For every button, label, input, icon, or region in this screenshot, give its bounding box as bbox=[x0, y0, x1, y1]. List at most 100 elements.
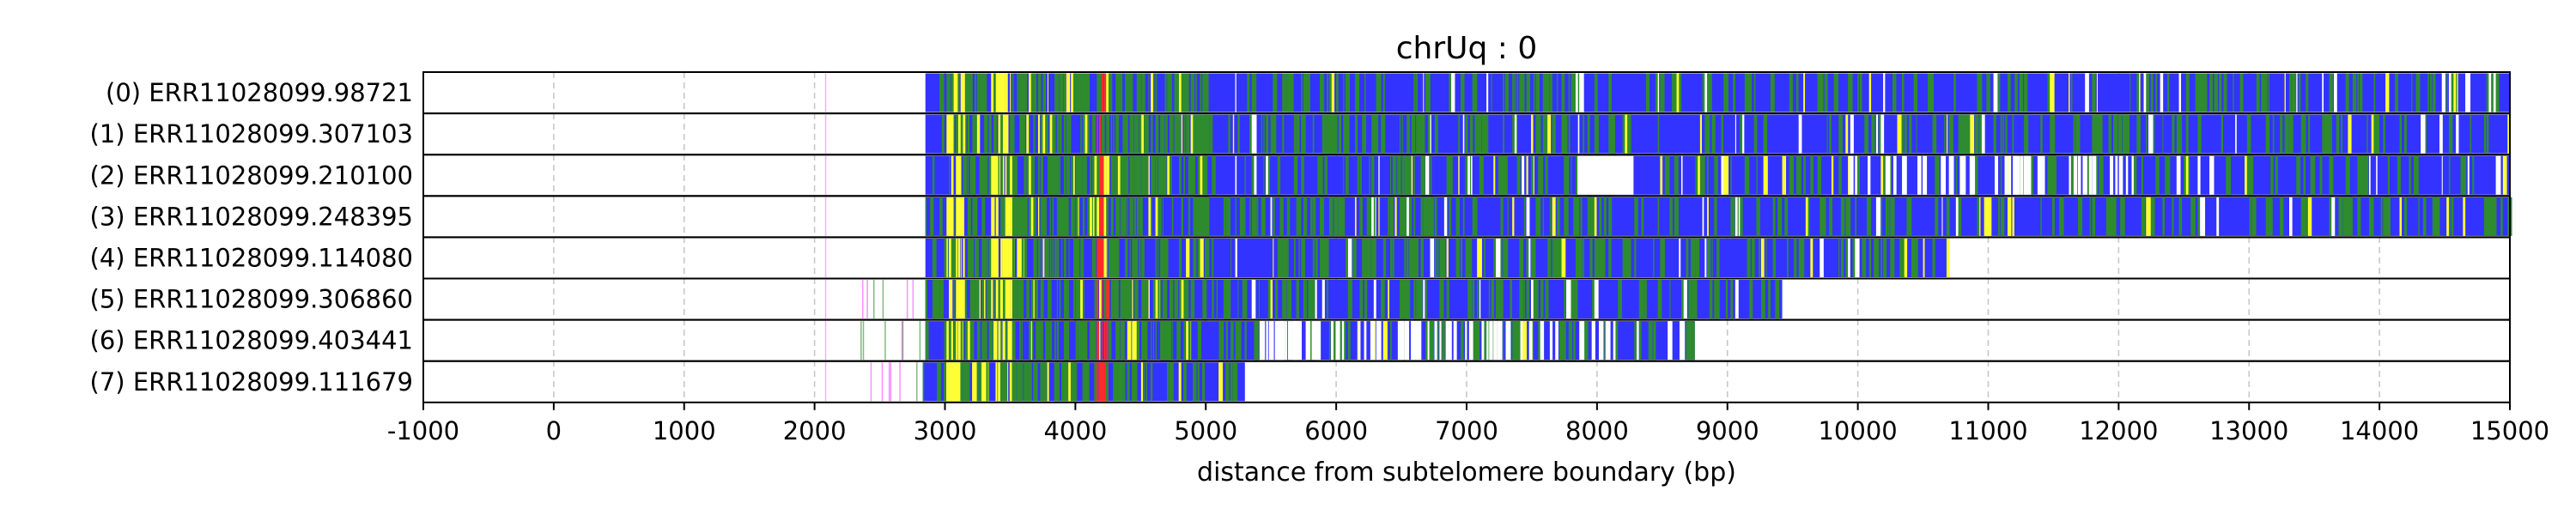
x-tick-label: 1000 bbox=[653, 416, 716, 445]
read-mark bbox=[1321, 280, 1325, 319]
read-mark bbox=[1190, 73, 1195, 112]
read-mark bbox=[1522, 73, 1525, 112]
read-mark bbox=[1056, 114, 1060, 154]
read-mark bbox=[1030, 197, 1034, 236]
read-mark bbox=[1824, 73, 1828, 112]
read-mark bbox=[953, 238, 957, 277]
read-mark bbox=[1170, 114, 1174, 154]
read-mark bbox=[998, 155, 999, 195]
read-mark bbox=[1674, 197, 1679, 236]
read-mark bbox=[2153, 197, 2154, 236]
read-mark bbox=[1394, 197, 1397, 236]
read-mark bbox=[1568, 114, 1571, 154]
read-mark bbox=[1594, 280, 1599, 319]
read-mark bbox=[1072, 362, 1076, 402]
read-mark bbox=[1711, 114, 1716, 154]
read-mark bbox=[2040, 197, 2042, 236]
read-mark bbox=[2357, 197, 2361, 236]
read-gap bbox=[1923, 155, 1926, 195]
read-mark bbox=[1117, 321, 1121, 360]
read-mark bbox=[1373, 280, 1376, 319]
read-mark bbox=[1573, 197, 1577, 236]
read-track bbox=[824, 362, 1245, 402]
read-mark bbox=[1282, 73, 1287, 112]
read-gap bbox=[1280, 321, 1285, 360]
read-mark bbox=[1096, 362, 1099, 402]
read-mark bbox=[1082, 73, 1087, 112]
read-mark bbox=[1082, 155, 1087, 195]
read-mark bbox=[2153, 114, 2155, 154]
read-mark bbox=[1075, 73, 1078, 112]
read-mark bbox=[1838, 155, 1842, 195]
read-mark bbox=[1115, 321, 1120, 360]
read-mark bbox=[1401, 197, 1407, 236]
read-mark bbox=[1117, 362, 1123, 402]
read-mark bbox=[1014, 362, 1017, 402]
read-mark bbox=[1423, 280, 1425, 319]
read-mark bbox=[1401, 114, 1403, 154]
read-mark bbox=[984, 238, 987, 277]
read-mark bbox=[1005, 73, 1008, 112]
read-mark bbox=[1465, 114, 1468, 154]
read-mark bbox=[1002, 238, 1006, 277]
read-mark bbox=[1148, 155, 1150, 195]
read-mark bbox=[1641, 197, 1644, 236]
read-mark bbox=[2502, 155, 2507, 195]
read-mark bbox=[1498, 280, 1504, 319]
read-mark bbox=[1075, 362, 1078, 402]
read-gap bbox=[1679, 321, 1682, 360]
read-mark bbox=[2448, 114, 2453, 154]
read-mark bbox=[2087, 155, 2090, 195]
read-mark bbox=[1129, 238, 1131, 277]
read-mark bbox=[2070, 73, 2073, 112]
read-mark bbox=[2214, 73, 2219, 112]
read-mark bbox=[1000, 73, 1005, 112]
read-mark bbox=[1868, 238, 1871, 277]
x-tick-label: 9000 bbox=[1696, 416, 1759, 445]
read-mark bbox=[1000, 197, 1005, 236]
read-mark bbox=[925, 197, 927, 236]
read-mark bbox=[1455, 197, 1460, 236]
read-mark bbox=[1054, 155, 1060, 195]
read-mark bbox=[1110, 155, 1115, 195]
read-mark bbox=[2326, 114, 2330, 154]
x-tick-label: 12000 bbox=[2079, 416, 2158, 445]
read-mark bbox=[1789, 73, 1793, 112]
read-mark bbox=[1037, 73, 1042, 112]
read-mark bbox=[1787, 238, 1789, 277]
read-mark bbox=[1390, 321, 1392, 360]
read-mark bbox=[1474, 321, 1480, 360]
read-gap bbox=[2020, 155, 2024, 195]
read-mark bbox=[1327, 73, 1328, 112]
read-mark bbox=[1526, 238, 1530, 277]
read-mark bbox=[1540, 280, 1544, 319]
read-mark bbox=[2178, 197, 2183, 236]
read-mark bbox=[1099, 197, 1103, 236]
read-mark bbox=[824, 197, 827, 236]
read-span bbox=[925, 280, 1783, 319]
read-mark bbox=[1573, 280, 1578, 319]
x-axis-label: distance from subtelomere boundary (bp) bbox=[1197, 457, 1736, 488]
read-mark bbox=[1136, 321, 1140, 360]
read-mark bbox=[939, 280, 944, 319]
read-mark bbox=[1303, 280, 1306, 319]
read-mark bbox=[951, 155, 954, 195]
read-mark bbox=[951, 197, 954, 236]
read-mark bbox=[2014, 73, 2018, 112]
read-mark bbox=[1423, 197, 1426, 236]
read-mark bbox=[1425, 155, 1430, 195]
read-mark bbox=[1425, 321, 1430, 360]
read-mark bbox=[1151, 155, 1156, 195]
read-mark bbox=[972, 155, 975, 195]
read-mark bbox=[1201, 362, 1206, 402]
read-mark bbox=[1397, 155, 1401, 195]
read-mark bbox=[861, 280, 864, 319]
read-mark bbox=[1303, 197, 1306, 236]
read-mark bbox=[1430, 114, 1431, 154]
read-mark bbox=[1974, 114, 1979, 154]
read-mark bbox=[1408, 238, 1414, 277]
read-mark bbox=[1312, 197, 1316, 236]
read-mark bbox=[1293, 114, 1297, 154]
read-mark bbox=[1286, 73, 1291, 112]
read-mark bbox=[1343, 197, 1346, 236]
